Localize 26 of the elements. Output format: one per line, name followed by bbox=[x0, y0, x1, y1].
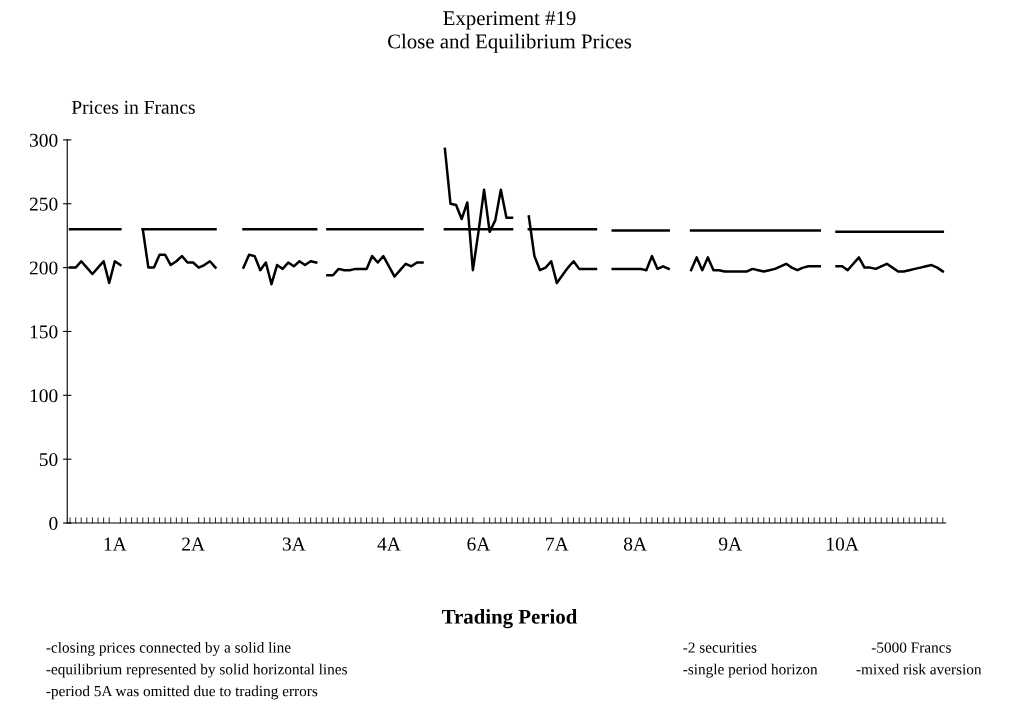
text: -closing prices connected by a solid line bbox=[46, 641, 291, 656]
y-tick-label: 200 bbox=[29, 261, 58, 275]
text: -2 securities bbox=[683, 642, 757, 653]
x-axis-title: Trading Period bbox=[442, 609, 578, 629]
x-tick-label: 6A bbox=[467, 537, 491, 551]
x-tick-label: 10A bbox=[827, 537, 859, 551]
y-tick-label: 250 bbox=[29, 197, 58, 211]
text: -5000 Francs bbox=[871, 642, 951, 653]
x-tick-label: 1A bbox=[104, 537, 127, 551]
text: -single period horizon bbox=[683, 663, 818, 678]
x-tick-label: 9A bbox=[718, 537, 742, 551]
y-tick-label: 0 bbox=[49, 516, 58, 530]
y-axis-title: Prices in Francs bbox=[71, 100, 195, 114]
y-tick-label: 150 bbox=[30, 325, 58, 339]
text: -period 5A was omitted due to trading errors bbox=[46, 685, 318, 700]
chart-title: Experiment #19 Close and Equilibrium Prices bbox=[387, 11, 632, 53]
text: -mixed risk aversion bbox=[856, 663, 982, 675]
y-tick-label: 50 bbox=[39, 452, 58, 467]
y-tick-label: 100 bbox=[30, 389, 58, 403]
x-tick-label: 2A bbox=[182, 537, 205, 551]
text: -equilibrium represented by solid horizontal lines bbox=[46, 663, 347, 678]
y-tick-label: 300 bbox=[29, 133, 58, 147]
x-tick-label: 7A bbox=[546, 537, 569, 551]
x-tick-label: 8A bbox=[623, 537, 647, 551]
x-tick-label: 3A bbox=[282, 537, 306, 551]
x-tick-label: 4A bbox=[377, 537, 401, 551]
